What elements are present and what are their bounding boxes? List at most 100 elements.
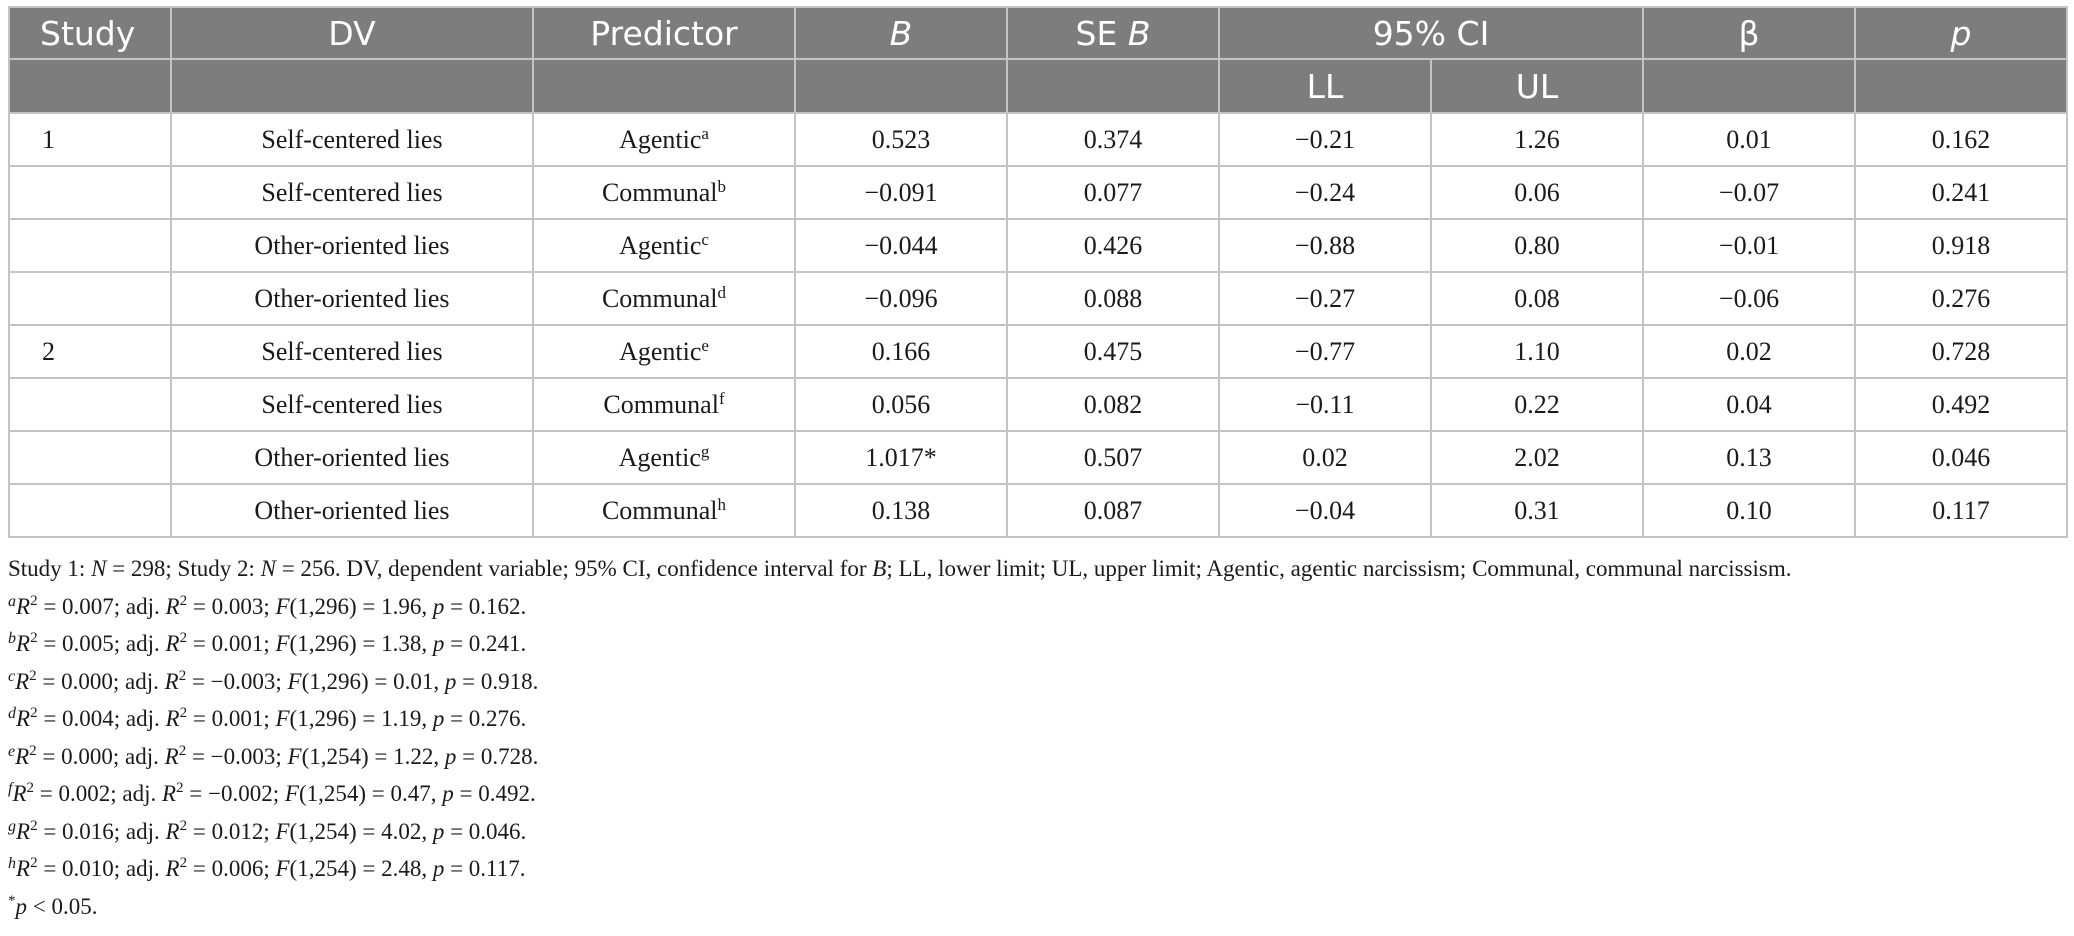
note-fit-line: gR2 = 0.016; adj. R2 = 0.012; F(1,254) =…: [8, 813, 2066, 851]
note-var: R: [16, 593, 31, 619]
cell-ci-ll: −0.77: [1218, 324, 1432, 379]
cell-b: 0.138: [794, 483, 1008, 538]
cell-b: −0.091: [794, 165, 1008, 220]
results-table-figure: Study DV Predictor B SE B 95% CI β p LL …: [8, 6, 2068, 925]
note-text: = 0.012;: [187, 818, 276, 844]
note-var: p: [432, 631, 445, 656]
cell-beta: 0.04: [1642, 377, 1856, 432]
cell-ci-ul: 0.08: [1430, 271, 1644, 326]
header-row-1: Study DV Predictor B SE B 95% CI β p: [8, 6, 2068, 60]
cell-beta: −0.06: [1642, 271, 1856, 326]
cell-ci-ul: 0.22: [1430, 377, 1644, 432]
note-text: = 0.241.: [444, 631, 527, 656]
table-row: Other-oriented lies Communalh 0.138 0.087 −0…: [8, 483, 2068, 538]
note-var: p: [442, 781, 454, 806]
note-text: = 0.001;: [187, 631, 276, 656]
cell-beta: 0.13: [1642, 430, 1856, 485]
col-header-se-b-prefix: SE: [1075, 13, 1128, 53]
note-text: = 0.002; adj.: [34, 781, 162, 806]
note-text: = 0.010; adj.: [37, 856, 166, 881]
cell-se-b: 0.088: [1006, 271, 1220, 326]
cell-ci-ll: −0.24: [1218, 165, 1432, 220]
cell-ci-ll: −0.27: [1218, 271, 1432, 326]
note-text: = 0.007; adj.: [37, 593, 166, 619]
significance-mark: *: [8, 892, 16, 909]
note-text: = 256. DV, dependent variable; 95% CI, c…: [275, 556, 873, 581]
cell-se-b: 0.077: [1006, 165, 1220, 220]
header-blank: [1006, 58, 1220, 114]
note-var: R: [164, 668, 179, 694]
cell-ci-ul: 0.31: [1430, 483, 1644, 538]
note-text: = 0.492.: [453, 781, 536, 806]
table-notes: Study 1: N = 298; Study 2: N = 256. DV, …: [8, 550, 2066, 925]
note-text: = 0.000; adj.: [36, 668, 165, 694]
note-text: = −0.003;: [186, 668, 288, 694]
superscript: 2: [26, 780, 35, 796]
cell-predictor: Communalf: [532, 377, 796, 432]
cell-ci-ll: −0.21: [1218, 112, 1432, 167]
cell-p: 0.162: [1854, 112, 2068, 167]
cell-se-b: 0.475: [1006, 324, 1220, 379]
cell-study: [8, 430, 172, 485]
header-row-2: LL UL: [8, 58, 2068, 114]
note-var: F: [275, 593, 290, 619]
cell-ci-ul: 0.80: [1430, 218, 1644, 273]
note-var: R: [165, 856, 180, 881]
note-var: N: [260, 556, 276, 581]
table-row: Self-centered lies Communalb −0.091 0.077 −0…: [8, 165, 2068, 220]
superscript: 2: [176, 780, 184, 796]
note-significance: *p < 0.05.: [8, 888, 2066, 926]
superscript: 2: [179, 817, 188, 834]
note-text: = 0.004; adj.: [37, 706, 166, 731]
table-row: 2 Self-centered lies Agentice 0.166 0.475 −0.…: [8, 324, 2068, 379]
cell-predictor: Agenticg: [532, 430, 796, 485]
cell-predictor: Agentica: [532, 112, 796, 167]
cell-beta: −0.07: [1642, 165, 1856, 220]
header-blank: [8, 58, 172, 114]
note-fit-line: dR2 = 0.004; adj. R2 = 0.001; F(1,296) =…: [8, 700, 2066, 738]
cell-b: 1.017*: [794, 430, 1008, 485]
cell-beta: 0.10: [1642, 483, 1856, 538]
footnote-mark: f: [8, 780, 13, 797]
note-var: F: [287, 668, 302, 694]
footnote-mark: h: [8, 855, 16, 872]
col-header-ci: 95% CI: [1218, 6, 1644, 60]
superscript: 2: [179, 855, 188, 871]
cell-ci-ll: −0.11: [1218, 377, 1432, 432]
note-text: = 0.276.: [444, 706, 527, 731]
cell-study: [8, 271, 172, 326]
note-text: (1,254) = 4.02,: [289, 818, 433, 844]
footnote-mark: b: [8, 630, 16, 647]
col-header-study: Study: [8, 6, 172, 60]
note-text: ; LL, lower limit; UL, upper limit; Agen…: [886, 556, 1792, 581]
note-var: R: [161, 781, 177, 806]
cell-ci-ul: 1.26: [1430, 112, 1644, 167]
note-text: (1,296) = 0.01,: [301, 668, 445, 694]
table-row: Other-oriented lies Agenticc −0.044 0.426 −0…: [8, 218, 2068, 273]
note-var: R: [16, 706, 31, 731]
note-var: F: [284, 781, 299, 806]
cell-se-b: 0.507: [1006, 430, 1220, 485]
note-var: F: [275, 856, 290, 881]
header-blank: [794, 58, 1008, 114]
col-header-ul: UL: [1430, 58, 1644, 114]
note-var: R: [164, 743, 179, 769]
note-text: = 0.005; adj.: [37, 631, 166, 656]
header-blank: [532, 58, 796, 114]
cell-study: 1: [8, 112, 172, 167]
note-fit-line: aR2 = 0.007; adj. R2 = 0.003; F(1,296) =…: [8, 588, 2066, 626]
cell-study: 2: [8, 324, 172, 379]
cell-dv: Other-oriented lies: [170, 483, 534, 538]
note-var: R: [16, 631, 31, 656]
table-row: Other-oriented lies Agenticg 1.017* 0.507 0.…: [8, 430, 2068, 485]
cell-beta: −0.01: [1642, 218, 1856, 273]
note-var: F: [287, 743, 302, 769]
header-blank: [170, 58, 534, 114]
note-var: R: [165, 631, 180, 656]
superscript: 2: [30, 592, 38, 609]
note-text: (1,254) = 2.48,: [289, 856, 433, 881]
note-var: R: [165, 706, 180, 731]
footnote-mark: a: [701, 123, 709, 143]
note-var: p: [432, 818, 445, 844]
cell-dv: Self-centered lies: [170, 324, 534, 379]
